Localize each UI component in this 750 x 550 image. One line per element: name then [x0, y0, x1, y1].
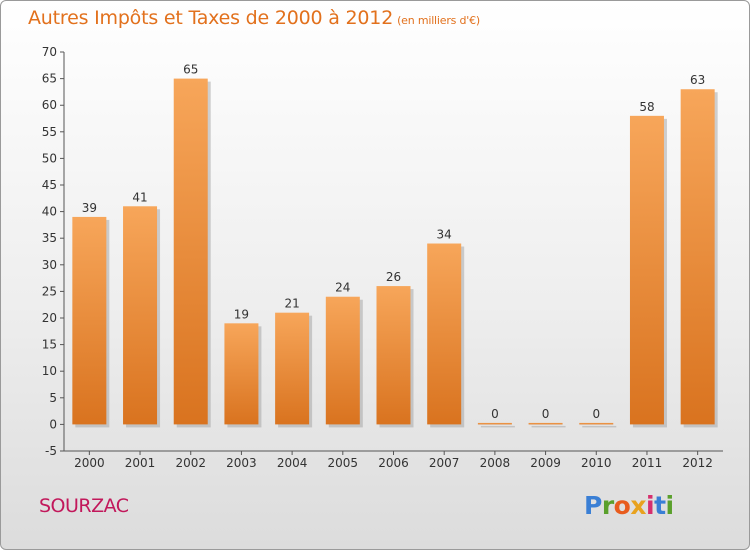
bar-value-label: 24 — [335, 281, 350, 295]
logo-letter: r — [601, 491, 614, 520]
bar-value-label: 0 — [592, 407, 600, 421]
y-tick-label: 45 — [42, 178, 57, 192]
x-tick-label: 2011 — [632, 456, 663, 470]
x-tick-label: 2002 — [175, 456, 206, 470]
bar — [629, 115, 664, 425]
chart-unit-label: (en milliers d'€) — [397, 14, 480, 27]
y-tick-label: 25 — [42, 284, 57, 298]
bar-value-label: 21 — [284, 297, 299, 311]
bar — [72, 216, 107, 425]
bar-value-label: 39 — [82, 201, 97, 215]
commune-name: SOURZAC — [39, 495, 129, 517]
bar-value-label: 58 — [639, 100, 654, 114]
y-tick-label: 40 — [42, 205, 57, 219]
x-tick-label: 2000 — [74, 456, 105, 470]
x-tick-label: 2005 — [328, 456, 359, 470]
y-tick-label: 0 — [49, 417, 57, 431]
bar-shadow — [480, 425, 515, 428]
bar — [477, 422, 512, 425]
bar — [325, 296, 360, 425]
bar-value-label: 65 — [183, 63, 198, 77]
x-tick-label: 2009 — [530, 456, 561, 470]
x-tick-label: 2008 — [480, 456, 511, 470]
y-tick-label: 5 — [49, 391, 57, 405]
logo-letter: x — [630, 491, 646, 520]
y-tick-label: 10 — [42, 364, 57, 378]
y-tick-label: 30 — [42, 258, 57, 272]
bar — [680, 89, 715, 425]
bar-value-label: 63 — [690, 73, 705, 87]
chart-title: Autres Impôts et Taxes de 2000 à 2012 (en… — [28, 7, 480, 29]
bar-value-label: 34 — [437, 228, 452, 242]
logo-letter: i — [646, 491, 655, 520]
y-tick-label: 35 — [42, 231, 57, 245]
x-tick-label: 2012 — [682, 456, 713, 470]
chart-title-text: Autres Impôts et Taxes de 2000 à 2012 — [28, 7, 394, 29]
x-tick-label: 2004 — [277, 456, 308, 470]
bar — [427, 243, 462, 425]
logo-letter: i — [665, 491, 675, 520]
proxiti-logo: Proxiti — [584, 491, 674, 520]
bar-value-label: 26 — [386, 270, 401, 284]
bar-value-label: 41 — [132, 190, 147, 204]
logo-letter: P — [584, 491, 602, 520]
y-tick-label: 50 — [42, 151, 57, 165]
x-tick-label: 2006 — [378, 456, 409, 470]
logo-letter: t — [654, 491, 666, 520]
bar-shadow — [531, 425, 566, 428]
bar — [123, 206, 158, 425]
x-tick-label: 2003 — [226, 456, 257, 470]
y-tick-label: -5 — [45, 444, 57, 458]
bar-value-label: 0 — [491, 407, 499, 421]
bar — [224, 323, 259, 425]
y-tick-label: 55 — [42, 125, 57, 139]
bar-value-label: 0 — [542, 407, 550, 421]
x-tick-label: 2010 — [581, 456, 612, 470]
x-tick-label: 2001 — [125, 456, 156, 470]
y-tick-label: 60 — [42, 98, 57, 112]
bar-value-label: 19 — [234, 307, 249, 321]
y-tick-label: 20 — [42, 311, 57, 325]
y-tick-label: 70 — [42, 45, 57, 59]
bar — [173, 78, 208, 425]
bar — [528, 422, 563, 425]
bar — [275, 312, 310, 425]
y-tick-label: 65 — [42, 72, 57, 86]
logo-letter: o — [613, 491, 631, 520]
bar-shadow — [582, 425, 617, 428]
x-tick-label: 2007 — [429, 456, 460, 470]
y-tick-label: 15 — [42, 338, 57, 352]
bar — [579, 422, 614, 425]
bar — [376, 286, 411, 425]
